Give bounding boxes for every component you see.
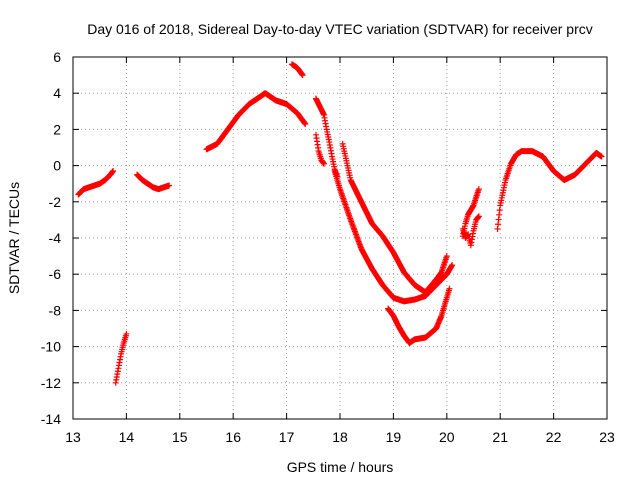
x-tick-label: 16 bbox=[225, 429, 241, 445]
chart-title: Day 016 of 2018, Sidereal Day-to-day VTE… bbox=[87, 21, 593, 37]
y-tick-label: -6 bbox=[49, 266, 62, 282]
y-tick-label: -10 bbox=[41, 339, 61, 355]
x-axis-label: GPS time / hours bbox=[287, 459, 394, 475]
y-tick-label: 6 bbox=[53, 49, 61, 65]
y-axis-label: SDTVAR / TECUs bbox=[6, 182, 22, 294]
series-arc-1 bbox=[75, 168, 117, 198]
y-tick-label: -14 bbox=[41, 411, 61, 427]
series-arc-9 bbox=[331, 168, 456, 305]
series-arc-13 bbox=[494, 148, 605, 232]
y-tick-label: -4 bbox=[49, 230, 62, 246]
x-tick-label: 15 bbox=[172, 429, 188, 445]
series-arc-5 bbox=[288, 61, 306, 79]
plot-frame bbox=[72, 56, 608, 420]
series-arc-4 bbox=[203, 90, 309, 153]
x-tick-label: 18 bbox=[332, 429, 348, 445]
x-tick-label: 21 bbox=[492, 429, 508, 445]
axis-ticks: 13 14 15 16 17 18 19 20 21 22 23 -14 -12 -10 -8 -6 -4 -2 0… bbox=[41, 49, 615, 445]
y-tick-label: 2 bbox=[53, 121, 61, 137]
series-arc-3 bbox=[134, 171, 173, 193]
x-tick-label: 17 bbox=[279, 429, 295, 445]
data-points bbox=[75, 61, 605, 386]
x-tick-label: 13 bbox=[65, 429, 81, 445]
series-arc-8 bbox=[339, 140, 450, 296]
series-arc-10 bbox=[385, 285, 453, 346]
y-tick-label: 4 bbox=[53, 85, 61, 101]
x-tick-label: 22 bbox=[546, 429, 562, 445]
series-arc-12 bbox=[459, 186, 482, 240]
x-tick-label: 19 bbox=[386, 429, 402, 445]
y-tick-label: -12 bbox=[41, 375, 61, 391]
series-arc-2 bbox=[112, 330, 130, 386]
y-tick-label: -2 bbox=[49, 194, 62, 210]
grid bbox=[73, 57, 607, 419]
x-tick-label: 14 bbox=[119, 429, 135, 445]
y-tick-label: -8 bbox=[49, 302, 62, 318]
x-tick-label: 23 bbox=[599, 429, 615, 445]
y-tick-label: 0 bbox=[53, 158, 61, 174]
series-arc-7 bbox=[312, 131, 327, 167]
x-tick-label: 20 bbox=[439, 429, 455, 445]
